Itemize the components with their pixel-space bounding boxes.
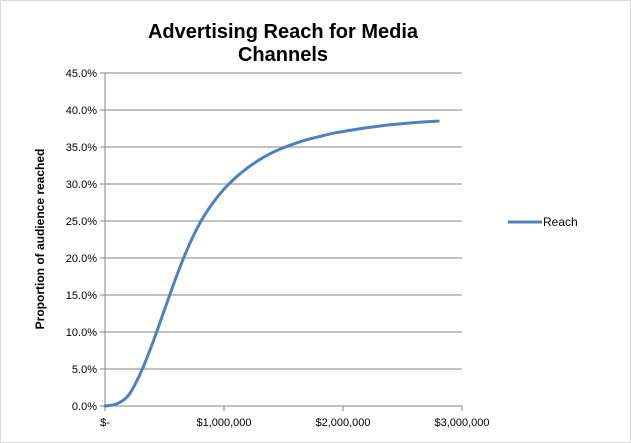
y-tick-label: 5.0% (72, 364, 97, 376)
y-tick-labels: 0.0% 5.0% 10.0% 15.0% 20.0% 25.0% 30.0% 35.0% 40… (66, 68, 97, 413)
x-tick-label: $- (100, 417, 110, 429)
y-tick-label: 35.0% (66, 142, 97, 154)
series-group (103, 119, 440, 408)
y-tick-label: 25.0% (66, 216, 97, 228)
x-tick-label: $3,000,000 (434, 417, 489, 429)
x-tick-labels: $- $1,000,000 $2,000,000 $3,000,000 (100, 417, 489, 429)
y-tick-label: 15.0% (66, 290, 97, 302)
legend: Reach (508, 215, 578, 229)
y-tick-label: 10.0% (66, 327, 97, 339)
y-tick-label: 20.0% (66, 253, 97, 265)
series-line-reach (103, 119, 440, 408)
y-tick-label: 0.0% (72, 401, 97, 413)
y-axis-title: Proportion of audience reached (33, 149, 47, 330)
y-tick-label: 30.0% (66, 179, 97, 191)
y-tick-label: 45.0% (66, 68, 97, 80)
x-tick-label: $1,000,000 (196, 417, 251, 429)
x-tick-label: $2,000,000 (315, 417, 370, 429)
chart-title: Advertising Reach for Media Channels (147, 21, 419, 66)
legend-label: Reach (543, 215, 578, 229)
y-tick-label: 40.0% (66, 105, 97, 117)
